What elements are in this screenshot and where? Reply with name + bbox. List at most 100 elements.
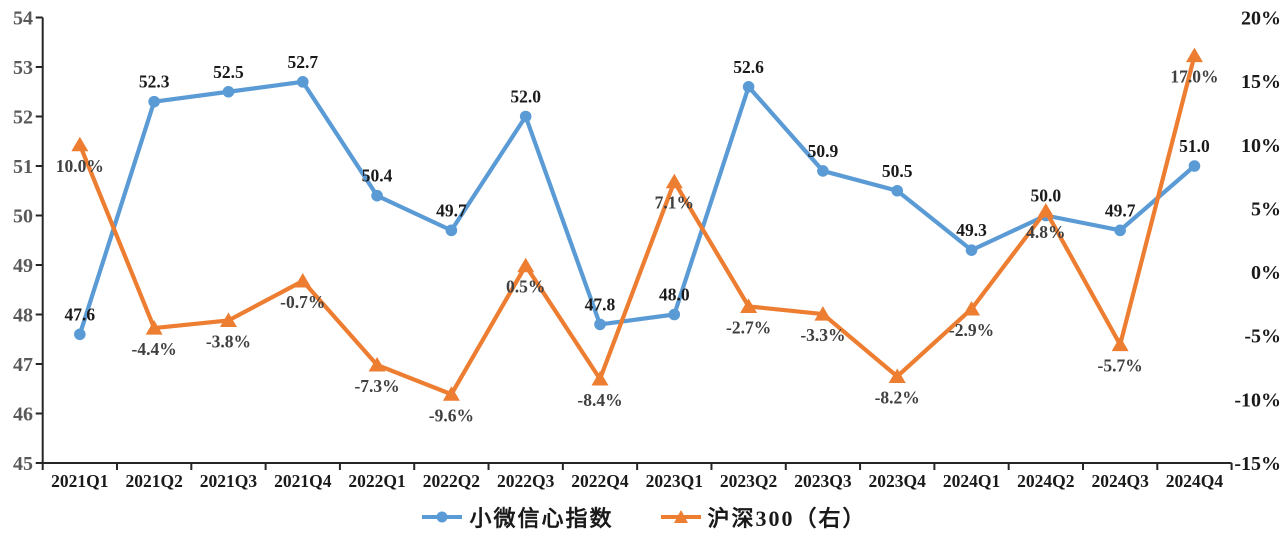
- data-point-marker: [74, 328, 86, 341]
- data-label: -2.7%: [726, 317, 771, 337]
- data-label: 47.6: [65, 304, 96, 324]
- legend-item-csi300[interactable]: 沪深300（右）: [660, 501, 867, 533]
- data-label: 4.8%: [1026, 222, 1065, 242]
- data-point-marker: [1188, 160, 1201, 172]
- data-label: -8.4%: [577, 390, 622, 410]
- x-axis-tick-label: 2024Q2: [1017, 471, 1074, 491]
- data-point-marker: [296, 76, 309, 88]
- data-point-marker: [219, 312, 237, 327]
- y-axis-tick-label: 54: [13, 8, 33, 30]
- data-point-marker: [591, 370, 609, 386]
- legend-item-confidence-index[interactable]: 小微信心指数: [421, 501, 613, 533]
- data-label: 49.3: [956, 220, 987, 240]
- x-axis-tick-label: 2022Q2: [423, 471, 480, 491]
- data-point-marker: [371, 189, 383, 202]
- data-point-marker: [963, 300, 981, 316]
- y-axis-tick-label: 52: [13, 107, 33, 129]
- series-line-1: [77, 53, 1197, 397]
- y-axis-tick-label: 50: [13, 206, 33, 228]
- y-axis-tick-label: 53: [13, 57, 33, 79]
- data-label: 0.5%: [506, 277, 545, 297]
- data-point-marker: [368, 356, 386, 372]
- x-axis-tick-label: 2023Q2: [720, 471, 777, 491]
- data-label: -3.8%: [206, 331, 251, 351]
- data-label: 52.6: [733, 57, 764, 77]
- data-label: 50.9: [808, 141, 839, 161]
- line-chart: 45 46 47 48 49 50 51 52 53 54 -15% -10% -5% 0% 5% 10% 15…: [13, 8, 1281, 492]
- data-label: 17.0%: [1170, 67, 1218, 87]
- y-axis-tick-label: 48: [13, 305, 33, 327]
- line-circle-marker-icon: [422, 511, 463, 523]
- x-axis-tick-label: 2023Q1: [646, 471, 703, 491]
- data-point-marker: [517, 257, 535, 273]
- legend-label-confidence-index: 小微信心指数: [469, 506, 614, 531]
- data-label: 52.3: [139, 72, 170, 92]
- data-point-marker: [1114, 224, 1126, 237]
- data-label: -9.6%: [429, 405, 474, 425]
- data-label: -4.4%: [132, 339, 177, 359]
- data-label: 50.5: [882, 161, 913, 181]
- data-point-marker: [891, 184, 904, 197]
- x-axis-tick-label: 2022Q3: [497, 471, 555, 491]
- data-label: 48.0: [659, 285, 690, 305]
- data-label: 50.0: [1031, 186, 1062, 206]
- y-axis-tick-label: 47: [13, 354, 33, 376]
- x-axis-tick-label: 2024Q4: [1166, 471, 1224, 491]
- x-axis-tick-label: 2021Q3: [200, 471, 258, 491]
- data-point-marker: [1185, 47, 1203, 63]
- data-label: 47.8: [585, 294, 616, 314]
- x-axis-tick-label: 2022Q4: [571, 471, 629, 491]
- secondary-y-axis-tick-label: -15%: [1234, 453, 1281, 475]
- secondary-y-axis-tick-label: -5%: [1244, 326, 1281, 348]
- data-point-marker: [294, 272, 312, 288]
- data-label: -5.7%: [1098, 356, 1143, 376]
- data-label: -0.7%: [280, 292, 325, 312]
- data-label: -7.3%: [354, 376, 399, 396]
- data-point-marker: [668, 308, 681, 321]
- x-axis-tick-label: 2022Q1: [348, 471, 405, 491]
- secondary-y-axis-tick-label: 0%: [1251, 262, 1281, 284]
- secondary-y-axis-tick-label: 20%: [1241, 8, 1281, 30]
- data-label: 49.7: [436, 200, 467, 220]
- data-point-marker: [445, 224, 458, 237]
- data-label: -3.3%: [800, 325, 845, 345]
- data-point-marker: [1037, 202, 1055, 218]
- data-label: 10.0%: [56, 156, 104, 176]
- data-label: 51.0: [1179, 136, 1210, 156]
- line-triangle-marker-icon: [660, 510, 701, 523]
- data-point-marker: [519, 110, 532, 123]
- data-point-marker: [442, 386, 460, 401]
- x-axis-tick-label: 2021Q1: [51, 471, 108, 491]
- y-axis-tick-label: 49: [13, 255, 33, 277]
- x-axis-tick-label: 2021Q4: [274, 471, 332, 491]
- secondary-y-axis-tick-label: 15%: [1241, 71, 1281, 93]
- x-axis-tick-label: 2023Q4: [869, 471, 927, 491]
- data-point-marker: [594, 318, 606, 331]
- secondary-y-axis-tick-label: -10%: [1234, 389, 1281, 411]
- chart-legend: 小微信心指数 沪深300（右）: [0, 500, 1288, 534]
- data-label: 50.4: [362, 166, 393, 186]
- data-label: -2.9%: [949, 320, 994, 340]
- data-point-marker: [814, 306, 832, 321]
- data-point-marker: [145, 320, 163, 335]
- legend-label-csi300: 沪深300（右）: [707, 506, 867, 531]
- series-line-0: [77, 79, 1197, 337]
- data-label: 7.1%: [655, 193, 694, 213]
- x-axis-tick-label: 2021Q2: [125, 471, 182, 491]
- y-axis-tick-label: 46: [13, 404, 33, 426]
- data-point-marker: [71, 136, 89, 152]
- secondary-y-axis-tick-label: 10%: [1241, 135, 1281, 157]
- data-label: 49.7: [1105, 200, 1136, 220]
- data-label: 52.5: [213, 62, 244, 82]
- data-point-marker: [1111, 336, 1129, 352]
- data-point-marker: [148, 95, 160, 108]
- data-label: 52.0: [510, 87, 541, 107]
- y-axis-tick-label: 45: [13, 453, 33, 475]
- x-axis-tick-label: 2024Q1: [943, 471, 1000, 491]
- y-axis-tick-label: 51: [13, 156, 33, 178]
- data-point-marker: [817, 165, 829, 177]
- secondary-y-axis-tick-label: 5%: [1251, 198, 1281, 220]
- data-point-marker: [965, 244, 978, 256]
- x-axis-tick-label: 2024Q3: [1091, 471, 1149, 491]
- data-label: 52.7: [287, 52, 318, 72]
